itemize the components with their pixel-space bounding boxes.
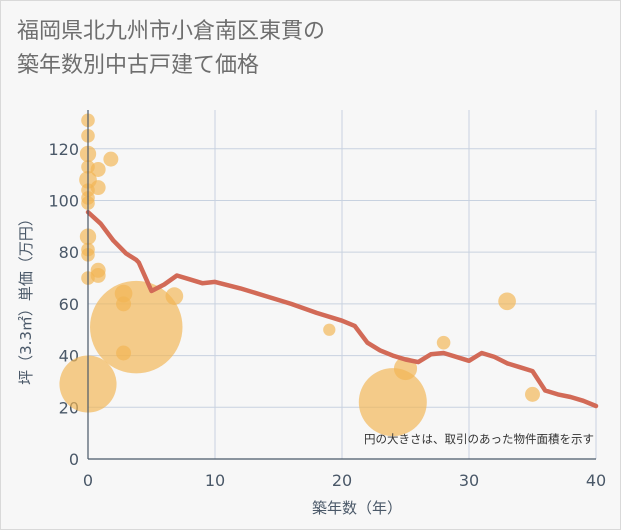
bubble-point-13 <box>90 161 106 177</box>
x-tick-label: 30 <box>459 471 479 490</box>
bubble-point-27 <box>498 292 516 311</box>
bubble-point-26 <box>436 335 451 350</box>
bubble-point-14 <box>90 180 106 196</box>
bubble-point-23 <box>323 323 336 336</box>
x-axis-label: 築年数（年） <box>312 499 402 517</box>
bubble-point-16 <box>90 267 106 283</box>
chart-title-line-2: 築年数別中古戸建て価格 <box>17 53 260 78</box>
x-tick-labels: 0 10 20 30 40 <box>83 471 606 490</box>
line-series <box>85 209 599 409</box>
bubble-point-17 <box>103 151 119 167</box>
average-price-line <box>85 209 599 409</box>
bubble-point-24 <box>358 368 427 437</box>
axes <box>87 110 596 460</box>
x-tick-label: 20 <box>332 471 352 490</box>
y-tick-label: 100 <box>48 191 79 210</box>
chart-title: 福岡県北九州市小倉南区東貫の 築年数別中古戸建て価格 <box>17 15 607 83</box>
bubble-series <box>59 113 540 437</box>
y-tick-label: 80 <box>59 243 79 262</box>
x-tick-label: 10 <box>205 471 225 490</box>
bubble-point-28 <box>525 386 540 402</box>
bubble-point-22 <box>165 287 184 305</box>
x-tick-label: 40 <box>586 471 606 490</box>
chart-note: 円の大きさは、取引のあった物件面積を示す <box>364 432 594 446</box>
y-tick-label: 120 <box>48 140 79 159</box>
y-tick-label: 60 <box>59 295 79 314</box>
y-axis-label: 坪（3.3㎡）単価（万円） <box>17 211 35 385</box>
chart-title-line-1: 福岡県北九州市小倉南区東貫の <box>17 19 326 44</box>
x-tick-label: 0 <box>83 471 93 490</box>
bubble-point-21 <box>90 280 183 374</box>
y-tick-label: 0 <box>69 450 79 469</box>
